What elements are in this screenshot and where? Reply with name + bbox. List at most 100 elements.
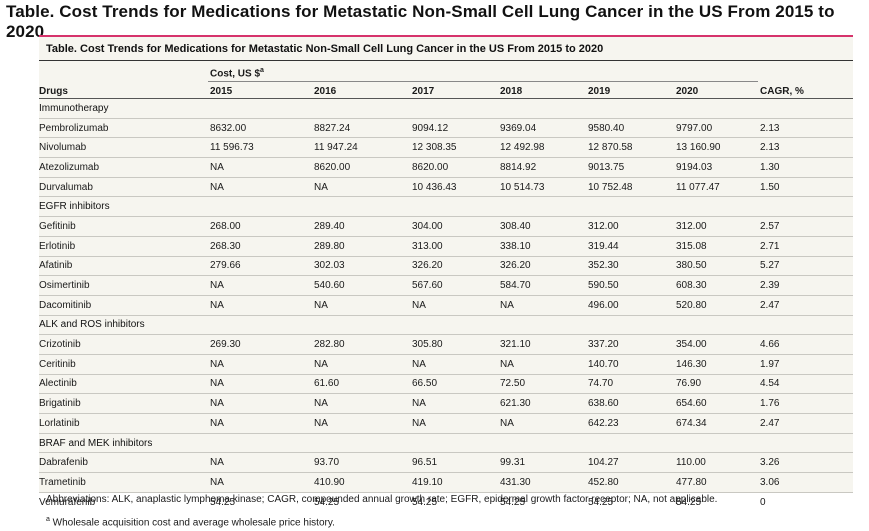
drug-name-cell: Dabrafenib (39, 452, 210, 473)
cost-cell: 74.70 (588, 373, 676, 394)
cost-cell: 337.20 (588, 334, 676, 355)
cost-cell: NA (314, 294, 412, 316)
cost-cell: 11 947.24 (314, 137, 412, 158)
table-row: Lorlatinib NA NA NA NA 642.23 674.34 2.47 (39, 413, 853, 434)
cagr-cell: 2.47 (760, 413, 853, 434)
drug-name-cell: Dacomitinib (39, 294, 210, 316)
cagr-cell: 1.30 (760, 157, 853, 178)
column-header-2018: 2018 (500, 84, 588, 99)
cost-cell: 12 308.35 (412, 137, 500, 158)
cost-cell: 8620.00 (314, 157, 412, 178)
cost-cell: 12 492.98 (500, 137, 588, 158)
footnotes: Abbreviations: ALK, anaplastic lymphoma … (46, 492, 717, 531)
cost-cell: NA (412, 413, 500, 434)
cost-cell: NA (500, 413, 588, 434)
cost-cell: 621.30 (500, 393, 588, 414)
category-row: BRAF and MEK inhibitors (39, 432, 853, 453)
cost-header-footnote-marker: a (260, 67, 264, 74)
column-header-drugs: Drugs (39, 84, 210, 99)
drug-name-cell: Crizotinib (39, 334, 210, 355)
cost-cell: 642.23 (588, 413, 676, 434)
category-row: EGFR inhibitors (39, 196, 853, 217)
cost-cell: 9013.75 (588, 157, 676, 178)
cost-cell: NA (210, 275, 314, 296)
drug-name-cell: Atezolizumab (39, 157, 210, 178)
cost-cell: 9194.03 (676, 157, 760, 178)
cost-cell: 10 752.48 (588, 176, 676, 197)
cost-cell: NA (412, 393, 500, 414)
cost-cell: 289.80 (314, 235, 412, 256)
drug-name-cell: Trametinib (39, 472, 210, 493)
cost-cell: 608.30 (676, 275, 760, 296)
cagr-cell: 4.54 (760, 373, 853, 394)
cost-cell: 496.00 (588, 294, 676, 316)
drug-name-cell: Ceritinib (39, 353, 210, 375)
drug-name-cell: Afatinib (39, 255, 210, 276)
cagr-cell: 1.50 (760, 176, 853, 197)
cost-cell: 11 077.47 (676, 176, 760, 197)
table-row: Alectinib NA 61.60 66.50 72.50 74.70 76.90 4.54 (39, 373, 853, 394)
cost-cell: 268.30 (210, 235, 314, 256)
cost-cell: NA (210, 353, 314, 375)
table-body: Immunotherapy Pembrolizumab 8632.00 8827.24… (39, 98, 853, 512)
drug-name-cell: Vemurafenib (39, 491, 210, 512)
cost-cell: 61.60 (314, 373, 412, 394)
cost-cell: 9580.40 (588, 117, 676, 138)
cost-cell: 289.40 (314, 216, 412, 237)
cost-cell: 76.90 (676, 373, 760, 394)
column-header-2020: 2020 (676, 84, 760, 99)
column-header-2017: 2017 (412, 84, 500, 99)
cost-cell: 268.00 (210, 216, 314, 237)
cost-cell: 326.20 (500, 255, 588, 276)
cost-cell: NA (412, 353, 500, 375)
drug-name-cell: Lorlatinib (39, 413, 210, 434)
cost-cell: NA (210, 393, 314, 414)
cagr-cell: 1.97 (760, 353, 853, 375)
cagr-cell: 2.47 (760, 294, 853, 316)
cost-cell: NA (210, 157, 314, 178)
cost-cell: 321.10 (500, 334, 588, 355)
category-label: EGFR inhibitors (39, 196, 853, 217)
column-header-2019: 2019 (588, 84, 676, 99)
cagr-cell: 2.71 (760, 235, 853, 256)
table-row: Trametinib NA 410.90 419.10 431.30 452.80 477.… (39, 472, 853, 493)
cost-cell: 302.03 (314, 255, 412, 276)
table-row: Vemurafenib 54.25 54.25 54.25 54.25 54.25 54.2… (39, 491, 853, 512)
column-header-cagr: CAGR, % (760, 84, 853, 99)
cost-cell: 654.60 (676, 393, 760, 414)
cost-cell: 110.00 (676, 452, 760, 473)
cost-cell: 9369.04 (500, 117, 588, 138)
table-row: Dabrafenib NA 93.70 96.51 99.31 104.27 110.00 3… (39, 452, 853, 473)
table-row: Nivolumab 11 596.73 11 947.24 12 308.35 12 4… (39, 137, 853, 158)
cost-cell: 312.00 (676, 216, 760, 237)
cost-cell: 104.27 (588, 452, 676, 473)
drug-name-cell: Pembrolizumab (39, 117, 210, 138)
cost-cell: 567.60 (412, 275, 500, 296)
table-row: Brigatinib NA NA NA 621.30 638.60 654.60 1.76 (39, 393, 853, 414)
cagr-cell: 2.13 (760, 117, 853, 138)
cost-cell: NA (210, 452, 314, 473)
cost-cell: 312.00 (588, 216, 676, 237)
cagr-cell: 1.76 (760, 393, 853, 414)
cost-cell: 304.00 (412, 216, 500, 237)
cost-cell: 8620.00 (412, 157, 500, 178)
cost-cell: 380.50 (676, 255, 760, 276)
cost-cell: 279.66 (210, 255, 314, 276)
cost-cell: 315.08 (676, 235, 760, 256)
table-row: Gefitinib 268.00 289.40 304.00 308.40 312.00 3… (39, 216, 853, 237)
cost-cell: NA (314, 413, 412, 434)
table-row: Osimertinib NA 540.60 567.60 584.70 590.50 608… (39, 275, 853, 296)
abbreviations-note: Abbreviations: ALK, anaplastic lymphoma … (46, 494, 718, 505)
cost-cell: 338.10 (500, 235, 588, 256)
cost-cell: 8814.92 (500, 157, 588, 178)
cost-cell: 72.50 (500, 373, 588, 394)
category-label: Immunotherapy (39, 98, 853, 119)
cost-cell: 99.31 (500, 452, 588, 473)
cagr-cell: 5.27 (760, 255, 853, 276)
cost-cell: 54.25 (412, 491, 500, 512)
cost-cell: 326.20 (412, 255, 500, 276)
cost-cell: 354.00 (676, 334, 760, 355)
cost-cell: 140.70 (588, 353, 676, 375)
cost-cell: NA (500, 294, 588, 316)
cost-cell: 319.44 (588, 235, 676, 256)
